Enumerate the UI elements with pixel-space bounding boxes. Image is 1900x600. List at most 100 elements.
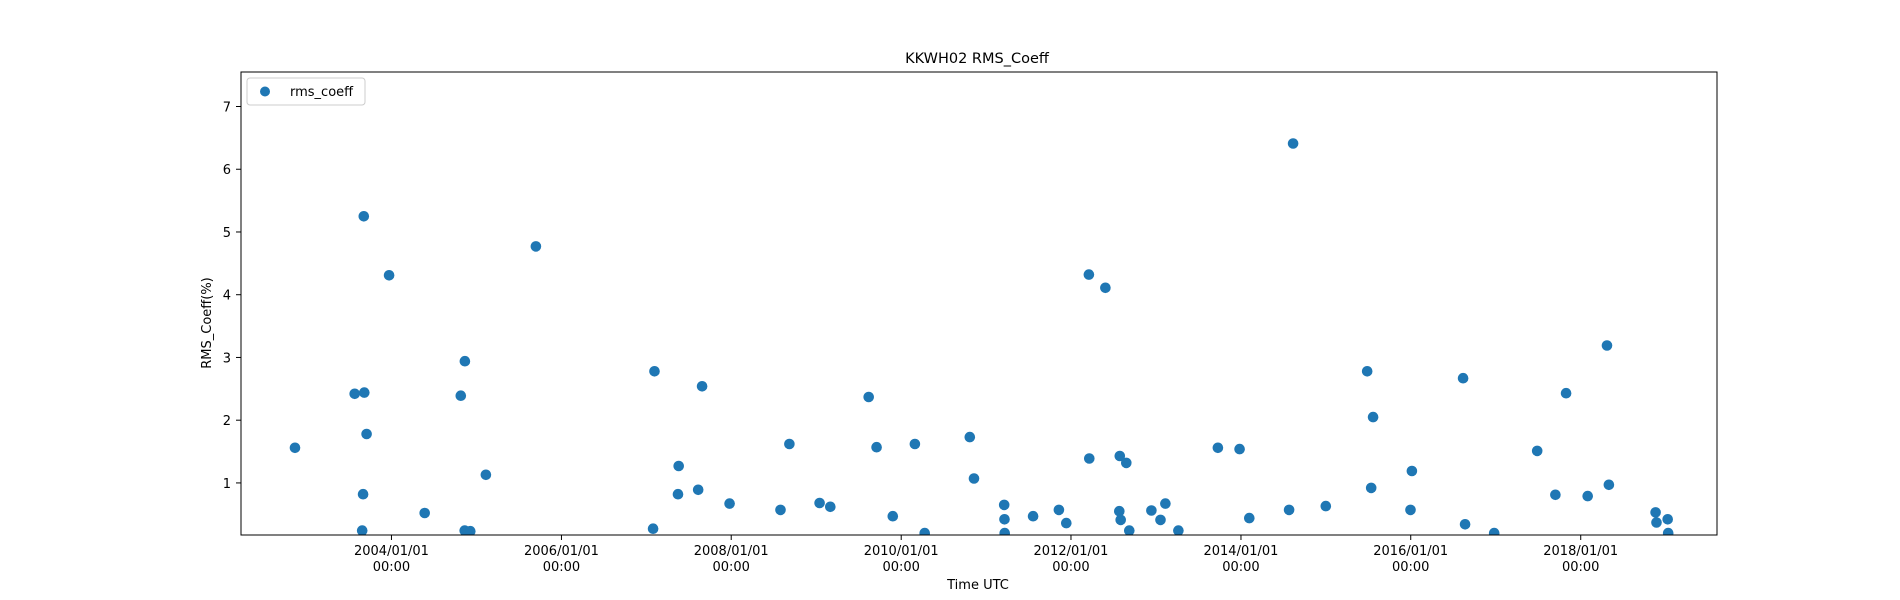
data-point [465, 525, 476, 535]
data-point [1173, 525, 1184, 535]
x-tick-label: 2004/01/01 [354, 544, 429, 559]
data-point [647, 523, 659, 534]
x-tick-label: 2018/01/01 [1543, 544, 1618, 559]
data-point [359, 387, 370, 398]
data-point [1582, 490, 1593, 502]
legend-marker [260, 86, 270, 97]
y-axis-label: RMS_Coeff(%) [200, 277, 215, 368]
data-point [1531, 445, 1543, 457]
data-point [383, 270, 395, 281]
data-point [775, 504, 786, 516]
legend-label: rms_coeff [290, 85, 354, 100]
data-point [459, 355, 471, 367]
data-point [289, 442, 301, 454]
data-point [356, 525, 368, 535]
x-tick-label: 2016/01/01 [1373, 544, 1448, 559]
x-tick-label: 2010/01/01 [864, 544, 939, 559]
data-point [724, 498, 735, 509]
data-point [909, 438, 921, 450]
data-point [358, 211, 370, 222]
data-point [784, 438, 795, 450]
y-tick-label: 7 [223, 101, 231, 116]
data-point [455, 390, 467, 402]
data-point [1550, 489, 1561, 501]
data-point [1601, 340, 1613, 351]
data-point [1405, 504, 1416, 516]
data-point [825, 501, 836, 513]
data-point [1234, 443, 1245, 455]
x-tick-label-time: 00:00 [1222, 560, 1259, 575]
data-point [419, 507, 431, 519]
data-point [1061, 517, 1072, 529]
data-point [1320, 500, 1332, 512]
plot-layer: 12345672004/01/0100:002006/01/0100:00200… [223, 71, 1718, 575]
legend: rms_coeff [246, 77, 366, 106]
chart-title: KKWH02 RMS_Coeff [905, 51, 1050, 67]
y-tick-label: 2 [223, 414, 231, 429]
data-point [1457, 372, 1469, 384]
data-point [1027, 510, 1039, 522]
x-tick-label-time: 00:00 [1052, 560, 1089, 575]
data-point [696, 381, 708, 392]
data-point [968, 473, 980, 484]
data-point [1365, 482, 1377, 494]
data-point [1114, 505, 1125, 517]
data-point [1053, 504, 1065, 516]
data-point [998, 499, 1010, 511]
data-point [1361, 366, 1373, 377]
data-point [1100, 282, 1111, 294]
data-point [1244, 512, 1255, 524]
data-point [480, 469, 492, 481]
data-point [1083, 269, 1095, 280]
y-tick-label: 3 [223, 351, 231, 366]
data-point [1121, 457, 1132, 469]
data-point [1287, 138, 1299, 149]
data-point [673, 460, 684, 472]
data-point [1160, 498, 1171, 509]
data-point [887, 510, 899, 522]
data-point [672, 488, 684, 500]
x-tick-label: 2014/01/01 [1203, 544, 1278, 559]
data-point [1124, 525, 1135, 535]
x-tick-label: 2006/01/01 [524, 544, 599, 559]
data-point [1488, 527, 1500, 535]
data-point [814, 497, 825, 509]
series-rms_coeff [289, 138, 1674, 535]
x-tick-label-time: 00:00 [543, 560, 580, 575]
x-tick-label-time: 00:00 [1392, 560, 1429, 575]
data-point [349, 388, 361, 400]
data-point [1662, 527, 1674, 535]
legend-box [246, 77, 366, 106]
x-tick-label-time: 00:00 [882, 560, 919, 575]
data-point [1114, 450, 1126, 462]
data-point [1367, 411, 1379, 423]
data-point [1650, 507, 1661, 518]
data-point [1459, 519, 1471, 530]
data-point [1560, 387, 1572, 399]
data-point [863, 391, 874, 403]
data-point [649, 366, 660, 377]
x-tick-label-time: 00:00 [712, 560, 749, 575]
data-point [1662, 514, 1673, 525]
y-tick-label: 5 [223, 226, 231, 241]
data-point [1651, 517, 1662, 528]
data-point [1146, 505, 1157, 516]
data-point [999, 527, 1010, 535]
x-tick-label: 2012/01/01 [1034, 544, 1109, 559]
y-tick-label: 4 [223, 289, 231, 304]
data-point [1212, 442, 1224, 454]
data-point [1115, 514, 1126, 526]
x-tick-label: 2008/01/01 [694, 544, 769, 559]
data-point [1084, 453, 1095, 464]
x-tick-label-time: 00:00 [1562, 560, 1599, 575]
data-point [530, 241, 542, 252]
data-point [964, 431, 976, 443]
y-tick-label: 1 [223, 477, 231, 492]
data-point [1603, 479, 1615, 491]
plot-frame [240, 71, 1718, 536]
x-axis-label: Time UTC [946, 578, 1009, 593]
data-point [1406, 465, 1418, 477]
data-point [361, 428, 372, 440]
data-point [1155, 514, 1166, 526]
